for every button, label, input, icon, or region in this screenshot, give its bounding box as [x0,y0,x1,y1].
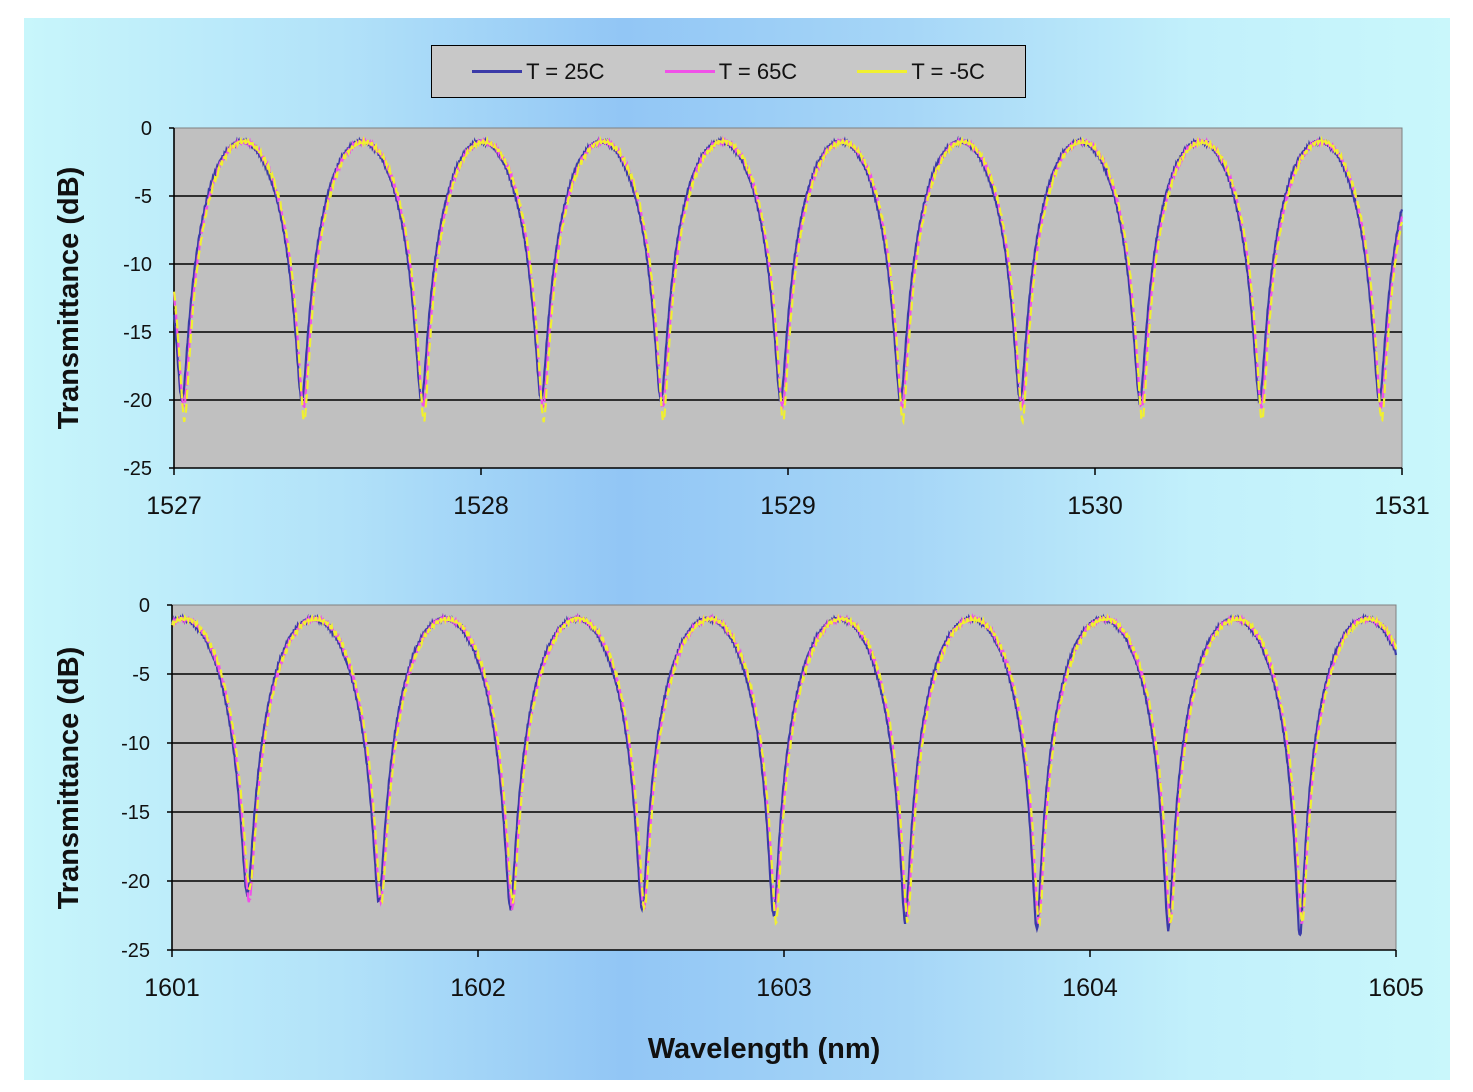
y-tick-label-1-1: -5 [132,664,150,686]
series-line-1-2 [171,612,1398,927]
x-tick-label-0-2: 1529 [760,492,816,520]
y-tick-label-0-4: -20 [123,390,152,412]
y-tick-label-1-0: 0 [139,595,150,617]
legend-item-minus5c: T = -5C [857,59,985,85]
x-tick-label-1-0: 1601 [144,974,200,1002]
y-tick-label-1-2: -10 [121,733,150,755]
legend-swatch-minus5c [857,70,908,73]
y-tick-label-0-2: -10 [123,254,152,276]
legend-label-minus5c: T = -5C [911,58,985,84]
chart-svg: 0 -5 -10 -15 -20 -25 1527 1528 1529 1530 1531 Trans… [53,118,1430,1065]
y-tick-label-0-1: -5 [134,186,152,208]
x-tick-label-0-4: 1531 [1374,492,1430,520]
x-axis-title-1: Wavelength (nm) [648,1033,881,1065]
x-tick-label-1-3: 1604 [1062,974,1118,1002]
x-tick-label-1-2: 1603 [756,974,812,1002]
y-tick-label-0-5: -25 [123,458,152,480]
y-tick-label-0-3: -15 [123,322,152,344]
y-tick-label-1-4: -20 [121,871,150,893]
y-axis-title-0: Transmittance (dB) [53,167,85,430]
y-axis-title-1: Transmittance (dB) [53,647,85,910]
y-tick-label-1-3: -15 [121,802,150,824]
legend: T = 25C T = 65C T = -5C [431,45,1026,98]
legend-swatch-25c [472,70,523,73]
y-tick-label-0-0: 0 [141,118,152,140]
legend-label-65c: T = 65C [718,58,798,84]
x-tick-label-0-1: 1528 [453,492,509,520]
legend-item-65c: T = 65C [664,58,798,85]
legend-item-25c: T = 25C [472,58,605,85]
series-line-0-2 [172,135,1404,426]
legend-swatch-65c [664,70,715,73]
plot-area-0 [173,127,1403,469]
legend-label-25c: T = 25C [526,58,605,84]
chart-figure: 0 -5 -10 -15 -20 -25 1527 1528 1529 1530 1531 Trans… [24,18,1450,1080]
y-tick-label-1-5: -25 [121,940,150,962]
x-tick-label-0-3: 1530 [1067,492,1123,520]
x-tick-label-1-4: 1605 [1368,974,1424,1002]
x-tick-label-0-0: 1527 [146,492,202,520]
x-tick-label-1-1: 1602 [450,974,506,1002]
series-line-1-0 [170,612,1398,937]
